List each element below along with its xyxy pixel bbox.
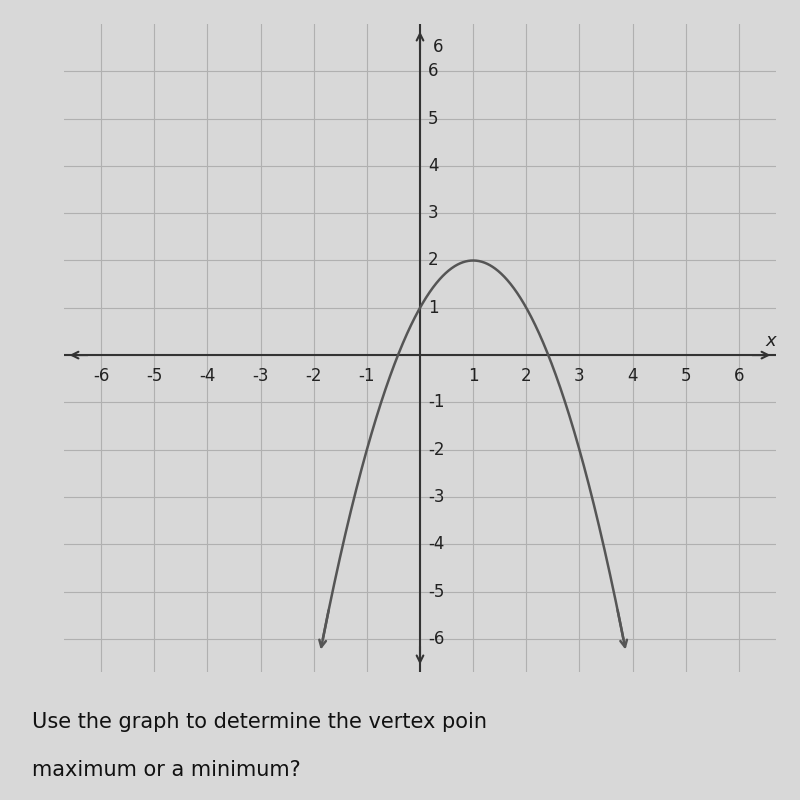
Text: 6: 6	[428, 62, 438, 80]
Text: 3: 3	[574, 367, 585, 385]
Text: Use the graph to determine the vertex poin: Use the graph to determine the vertex po…	[32, 712, 487, 732]
Text: -4: -4	[199, 367, 216, 385]
Text: 2: 2	[428, 251, 438, 270]
Text: -5: -5	[428, 582, 444, 601]
Text: 1: 1	[428, 298, 438, 317]
Text: -4: -4	[428, 535, 444, 554]
Text: -1: -1	[428, 394, 445, 411]
Text: 2: 2	[521, 367, 531, 385]
Text: -2: -2	[306, 367, 322, 385]
Text: 5: 5	[681, 367, 691, 385]
Text: maximum or a minimum?: maximum or a minimum?	[32, 760, 301, 780]
Text: -5: -5	[146, 367, 162, 385]
Text: 1: 1	[468, 367, 478, 385]
Text: 4: 4	[627, 367, 638, 385]
Text: -6: -6	[428, 630, 444, 648]
Text: -6: -6	[93, 367, 110, 385]
Text: 5: 5	[428, 110, 438, 127]
Text: 6: 6	[734, 367, 744, 385]
Text: -3: -3	[428, 488, 445, 506]
Text: -2: -2	[428, 441, 445, 458]
Text: 6: 6	[434, 38, 444, 56]
Text: -1: -1	[358, 367, 375, 385]
Text: -3: -3	[252, 367, 269, 385]
Text: 4: 4	[428, 157, 438, 175]
Text: x: x	[766, 332, 776, 350]
Text: 3: 3	[428, 204, 438, 222]
